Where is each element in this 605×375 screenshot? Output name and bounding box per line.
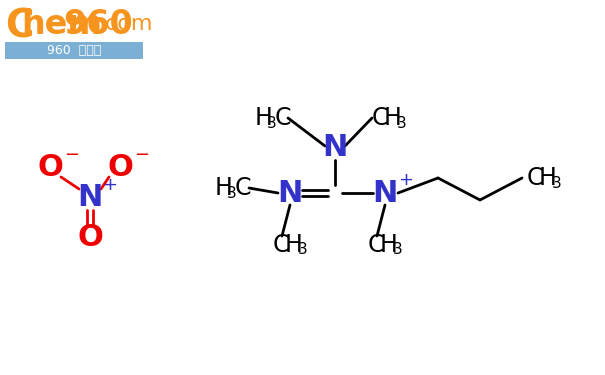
Text: C: C: [527, 166, 543, 190]
Text: 3: 3: [227, 186, 237, 201]
Text: O: O: [107, 153, 133, 183]
Text: C: C: [5, 8, 33, 46]
Text: +: +: [398, 171, 413, 189]
Text: +: +: [102, 176, 117, 194]
Text: .com: .com: [99, 14, 154, 34]
Text: C: C: [372, 106, 388, 130]
Text: O: O: [37, 153, 63, 183]
Text: H: H: [384, 106, 402, 130]
Text: N: N: [277, 178, 302, 207]
Text: 3: 3: [267, 116, 276, 130]
Text: H: H: [539, 166, 557, 190]
Text: N: N: [372, 178, 397, 207]
Text: C: C: [275, 106, 292, 130]
Text: N: N: [322, 134, 348, 162]
Text: N: N: [77, 183, 103, 213]
Text: H: H: [255, 106, 273, 130]
Text: H: H: [380, 233, 398, 257]
Text: −: −: [64, 146, 79, 164]
Text: 3: 3: [298, 243, 308, 258]
Text: C: C: [368, 233, 385, 257]
Text: 3: 3: [397, 116, 407, 130]
Text: 960: 960: [63, 8, 132, 41]
Text: −: −: [134, 146, 149, 164]
Text: 960  化工网: 960 化工网: [47, 44, 101, 57]
Text: 3: 3: [552, 176, 562, 190]
Text: O: O: [77, 224, 103, 252]
Text: hem: hem: [21, 8, 102, 41]
Text: C: C: [273, 233, 290, 257]
Text: 3: 3: [393, 243, 403, 258]
FancyBboxPatch shape: [5, 42, 143, 59]
Text: C: C: [235, 176, 252, 200]
Text: H: H: [285, 233, 303, 257]
Text: H: H: [215, 176, 233, 200]
